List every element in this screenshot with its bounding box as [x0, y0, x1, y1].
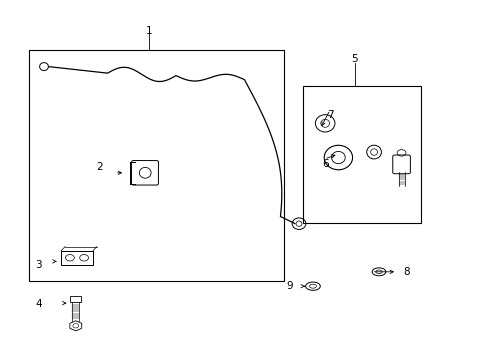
Text: 6: 6 [321, 159, 328, 169]
Bar [61, 251, 93, 265]
Bar [70, 296, 81, 302]
Text: 7: 7 [326, 110, 333, 120]
Text: 4: 4 [35, 299, 41, 309]
Text: 3: 3 [35, 260, 41, 270]
Bar [29, 50, 283, 281]
Text: 5: 5 [350, 54, 357, 64]
Text: 2: 2 [96, 162, 102, 172]
Text: 8: 8 [403, 267, 409, 277]
Text: 1: 1 [145, 26, 152, 36]
Bar [303, 86, 420, 223]
Text: 9: 9 [286, 281, 293, 291]
